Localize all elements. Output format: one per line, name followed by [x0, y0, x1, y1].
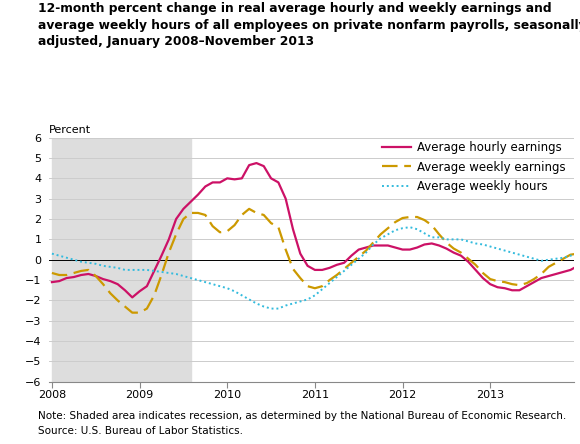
Average weekly hours [267, 306, 274, 311]
Line: Average hourly earnings: Average hourly earnings [52, 163, 580, 297]
Average hourly earnings [136, 289, 143, 294]
Average hourly earnings [114, 281, 121, 287]
Average weekly hours [407, 225, 414, 230]
Average weekly hours [129, 267, 136, 273]
Average hourly earnings [49, 279, 56, 285]
Average weekly hours [114, 265, 121, 270]
Average weekly earnings [129, 310, 136, 315]
Legend: Average hourly earnings, Average weekly earnings, Average weekly hours: Average hourly earnings, Average weekly … [379, 139, 568, 195]
Average weekly hours [49, 251, 56, 256]
Average hourly earnings [129, 295, 136, 300]
Average weekly earnings [49, 270, 56, 276]
Average weekly hours [180, 274, 187, 279]
Bar [52, 138, 191, 382]
Average weekly earnings [114, 298, 121, 303]
Average weekly earnings [392, 219, 398, 225]
Average hourly earnings [187, 199, 194, 204]
Average weekly hours [304, 297, 311, 302]
Text: Note: Shaded area indicates recession, as determined by the National Bureau of E: Note: Shaded area indicates recession, a… [38, 411, 566, 421]
Average weekly earnings [136, 310, 143, 315]
Line: Average weekly earnings: Average weekly earnings [52, 209, 580, 313]
Average hourly earnings [311, 267, 318, 273]
Text: Source: U.S. Bureau of Labor Statistics.: Source: U.S. Bureau of Labor Statistics. [38, 426, 242, 436]
Average weekly earnings [246, 206, 253, 211]
Average weekly earnings [311, 285, 318, 291]
Text: 12-month percent change in real average hourly and weekly earnings and
average w: 12-month percent change in real average … [38, 2, 580, 48]
Average weekly earnings [187, 210, 194, 216]
Average weekly hours [385, 232, 392, 237]
Average hourly earnings [253, 160, 260, 166]
Text: Percent: Percent [49, 125, 92, 135]
Average hourly earnings [392, 245, 398, 250]
Line: Average weekly hours: Average weekly hours [52, 227, 580, 309]
